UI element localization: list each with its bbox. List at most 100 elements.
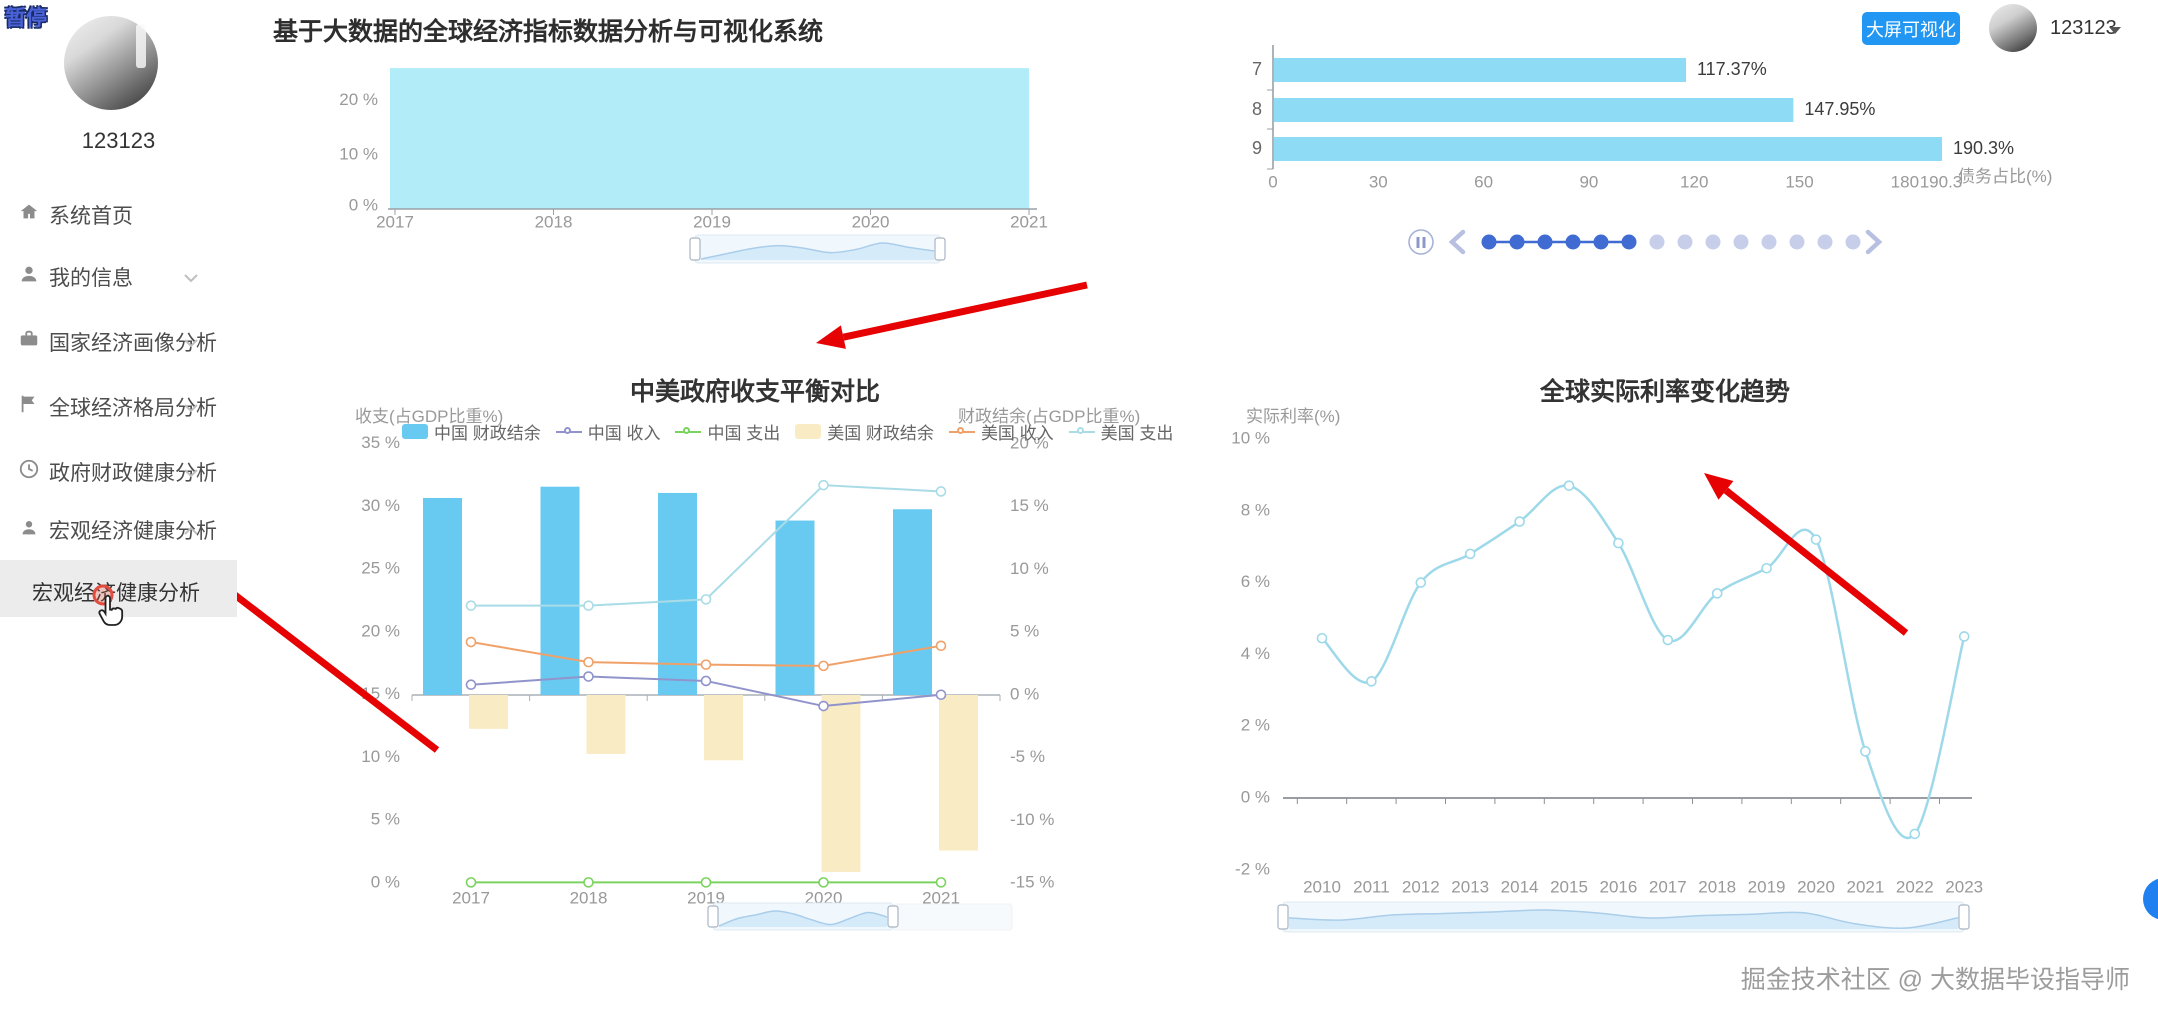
datazoom-handle[interactable] xyxy=(1277,904,1289,930)
legend-item[interactable]: 美国 财政结余 xyxy=(795,419,934,444)
bar-series-us xyxy=(939,695,978,851)
floating-widget-button[interactable] xyxy=(2143,878,2158,920)
pause-button[interactable] xyxy=(1408,229,1434,255)
pagination-dot[interactable] xyxy=(1677,234,1693,250)
tick-label: 0 % xyxy=(1010,684,1039,703)
pagination-dot[interactable] xyxy=(1733,234,1749,250)
pagination-dot[interactable] xyxy=(1705,234,1721,250)
legend-item[interactable]: 美国 支出 xyxy=(1068,419,1173,444)
topbar-avatar[interactable] xyxy=(1989,4,2037,52)
tick-label: 90 xyxy=(1579,172,1598,191)
tick-label: 150 xyxy=(1785,172,1813,191)
chevron-down-icon xyxy=(183,335,199,348)
data-point xyxy=(700,659,712,670)
pagination-dot[interactable] xyxy=(1621,234,1637,250)
data-point xyxy=(700,594,712,605)
datazoom-handle[interactable] xyxy=(934,237,946,261)
category-label: 9 xyxy=(1252,138,1262,158)
data-point xyxy=(1563,480,1575,491)
user-icon xyxy=(18,263,40,285)
data-point xyxy=(1415,577,1427,588)
pagination-dot[interactable] xyxy=(1649,234,1665,250)
tick-label: 2017 xyxy=(452,888,490,907)
tick-label: 2019 xyxy=(1748,877,1786,896)
data-point xyxy=(818,700,829,712)
datazoom-preview-line xyxy=(1288,909,1959,929)
pagination-dot[interactable] xyxy=(1761,234,1777,250)
tick-label: 30 xyxy=(1369,172,1388,191)
legend-label: 中国 支出 xyxy=(707,424,781,443)
topbar-username[interactable]: 123123 xyxy=(2050,17,2117,39)
sidebar-item-label: 国家经济画像分析 xyxy=(49,332,217,355)
sidebar-item-label: 政府财政健康分析 xyxy=(49,462,217,485)
data-point xyxy=(1514,516,1525,527)
pagination-dot[interactable] xyxy=(1565,234,1581,250)
data-point xyxy=(1711,588,1723,599)
bigscreen-button[interactable]: 大屏可视化 xyxy=(1862,12,1960,45)
datazoom-preview-line xyxy=(700,242,935,260)
arrow-head xyxy=(816,325,846,349)
datazoom-handle[interactable] xyxy=(689,237,701,261)
tick-label: 8 % xyxy=(1241,500,1270,519)
avatar xyxy=(64,16,158,110)
legend-item[interactable]: 美国 收入 xyxy=(948,419,1054,444)
arrow-shaft xyxy=(225,586,440,753)
bar-series xyxy=(1274,58,1686,82)
legend-label: 中国 收入 xyxy=(587,424,661,443)
sidebar-item-my-info[interactable]: 我的信息 xyxy=(0,260,237,290)
legend-line-swatch xyxy=(948,424,975,439)
pagination-dot[interactable] xyxy=(1593,234,1609,250)
pagination-dot[interactable] xyxy=(1481,234,1497,250)
bar-series-us xyxy=(469,695,508,729)
data-point xyxy=(465,600,477,611)
legend-item[interactable]: 中国 收入 xyxy=(555,419,661,444)
pagination-dot[interactable] xyxy=(1789,234,1805,250)
sidebar-item-country-profile[interactable]: 国家经济画像分析 xyxy=(0,325,237,355)
sidebar-item-gov-finance[interactable]: 政府财政健康分析 xyxy=(0,455,237,485)
datazoom-handle[interactable] xyxy=(707,905,719,928)
datazoom-handle[interactable] xyxy=(887,905,899,928)
chevron-down-icon xyxy=(183,465,199,478)
submenu-label: 宏观经济健康分析 xyxy=(32,582,200,605)
line-series xyxy=(1321,484,1966,840)
bar-series-cn xyxy=(658,492,697,695)
sidebar-item-label: 全球经济格局分析 xyxy=(49,397,217,420)
pause-icon xyxy=(1416,237,1420,248)
sidebar-item-home[interactable]: 系统首页 xyxy=(0,198,237,228)
data-point xyxy=(1316,632,1328,644)
chevron-up-icon xyxy=(183,523,199,535)
legend-line-swatch xyxy=(1068,424,1095,439)
tick-label: 35 % xyxy=(361,433,400,452)
bar-value-label: 147.95% xyxy=(1804,99,1875,119)
tick-label: 6 % xyxy=(1241,572,1270,591)
legend-item[interactable]: 中国 财政结余 xyxy=(402,419,541,444)
data-point xyxy=(1761,562,1772,574)
data-point xyxy=(700,877,712,888)
recording-pause-badge: 暂停 xyxy=(5,7,47,30)
hand-cursor-icon xyxy=(96,594,124,633)
pagination-dot[interactable] xyxy=(1509,234,1525,250)
datazoom-handle[interactable] xyxy=(1958,904,1970,930)
data-point xyxy=(583,656,594,668)
legend-item[interactable]: 中国 支出 xyxy=(675,419,780,444)
pagination-dot[interactable] xyxy=(1537,234,1553,250)
chevron-down-icon xyxy=(183,270,199,283)
data-point xyxy=(1464,548,1476,560)
prev-page-chevron-icon[interactable] xyxy=(1448,229,1466,255)
briefcase-icon xyxy=(18,328,40,350)
page-title: 基于大数据的全球经济指标数据分析与可视化系统 xyxy=(273,18,824,46)
pagination-dot[interactable] xyxy=(1845,234,1861,250)
pagination-dot[interactable] xyxy=(1817,234,1833,250)
user-dropdown-caret-icon[interactable] xyxy=(2108,22,2122,34)
data-point xyxy=(935,486,947,497)
bar-value-label: 190.3% xyxy=(1953,138,2014,158)
arrow-head xyxy=(1704,473,1734,500)
legend-label: 美国 收入 xyxy=(980,424,1054,443)
sidebar-item-global-pattern[interactable]: 全球经济格局分析 xyxy=(0,390,237,420)
next-page-chevron-icon[interactable] xyxy=(1865,229,1883,255)
red-arrow-annotation xyxy=(205,572,440,753)
sidebar-username: 123123 xyxy=(81,128,156,153)
sidebar-item-macro-health[interactable]: 宏观经济健康分析 xyxy=(0,513,237,543)
tick-label: 4 % xyxy=(1241,644,1270,663)
sidebar-item-label: 我的信息 xyxy=(49,267,133,290)
